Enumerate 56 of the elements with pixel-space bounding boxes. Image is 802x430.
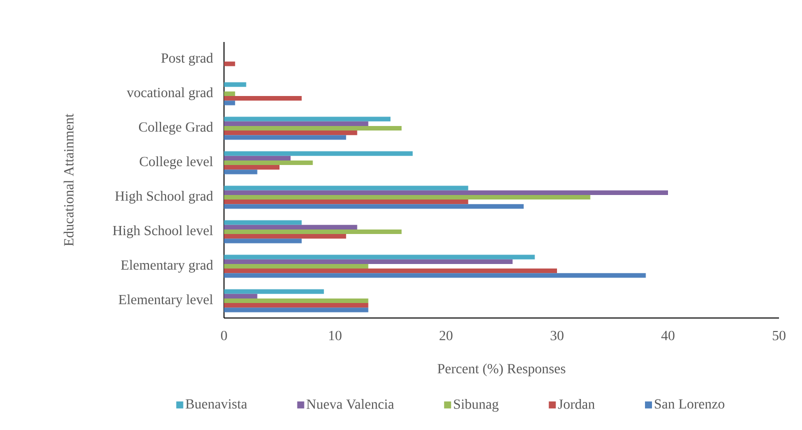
bar xyxy=(224,121,368,126)
bar xyxy=(224,156,291,160)
bar xyxy=(224,298,368,304)
y-tick-label: College Grad xyxy=(138,122,213,135)
bar xyxy=(224,289,324,294)
bar xyxy=(224,100,236,106)
y-tick-label: Post grad xyxy=(161,52,213,66)
x-axis-title: Percent (%) Responses xyxy=(438,364,566,376)
y-tick-label: Elementary level xyxy=(118,294,213,308)
bar xyxy=(224,165,280,170)
bar xyxy=(224,268,557,274)
bar xyxy=(224,254,535,260)
bar xyxy=(224,294,258,298)
bar xyxy=(224,229,402,234)
bar xyxy=(224,204,524,209)
bar xyxy=(224,130,358,136)
bar xyxy=(224,126,402,131)
bar xyxy=(224,135,346,140)
bar xyxy=(224,96,302,101)
bar xyxy=(224,273,646,278)
bar xyxy=(224,62,236,66)
bar xyxy=(224,91,236,96)
bar xyxy=(224,234,346,239)
bar xyxy=(224,224,358,230)
bar xyxy=(224,116,390,122)
bar xyxy=(224,200,468,204)
legend-label: Nueva Valencia xyxy=(306,399,394,409)
bar xyxy=(224,264,368,269)
x-tick-label: 10 xyxy=(329,330,342,340)
bar xyxy=(224,190,668,195)
bar xyxy=(224,151,413,156)
legend-label: San Lorenzo xyxy=(654,399,724,409)
bar xyxy=(224,308,368,312)
x-tick-label: 30 xyxy=(550,330,564,340)
x-tick-label: 40 xyxy=(661,330,674,340)
bar xyxy=(224,220,302,225)
legend-label: Sibunag xyxy=(454,399,499,412)
y-axis-title: Educational Attainment xyxy=(64,114,74,246)
bar xyxy=(224,186,468,190)
y-tick-label: High School grad xyxy=(115,190,213,204)
y-tick-label: College level xyxy=(140,156,213,170)
bar xyxy=(224,160,313,166)
legend-label: Buenavista xyxy=(186,399,248,409)
bar xyxy=(224,194,590,200)
bar xyxy=(224,238,302,244)
x-tick-label: 0 xyxy=(221,330,227,340)
bar xyxy=(224,303,368,308)
legend-label: Jordan xyxy=(558,399,595,409)
y-tick-label: Elementary grad xyxy=(121,260,214,273)
bar xyxy=(224,170,258,174)
x-tick-label: 20 xyxy=(440,330,452,340)
y-tick-label: vocational grad xyxy=(126,87,214,100)
y-tick-label: High School level xyxy=(112,225,213,238)
bar xyxy=(224,82,246,87)
bar xyxy=(224,259,513,264)
x-tick-label: 50 xyxy=(772,330,786,340)
